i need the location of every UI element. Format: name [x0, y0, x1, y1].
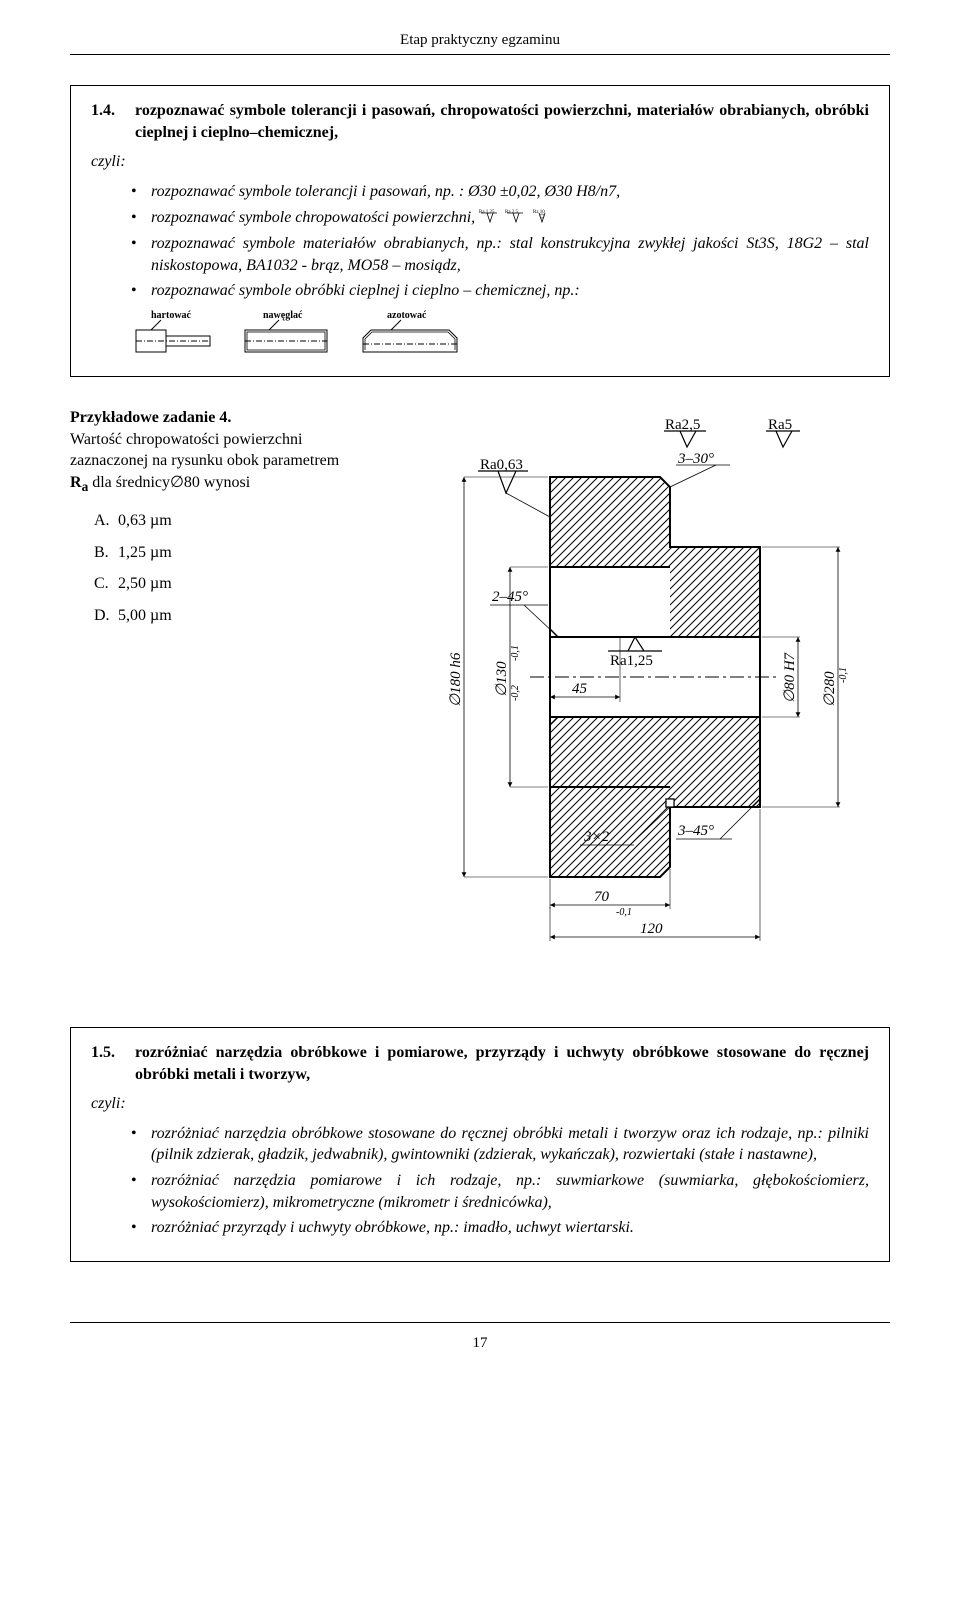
surface-ra125: Ra1,25 — [608, 637, 662, 669]
bullet-1-4-4: rozpoznawać symbole obróbki cieplnej i c… — [131, 280, 869, 302]
answer-b-text: 1,25 µm — [118, 544, 172, 561]
task-4-drawing: Ra2,5 Ra5 — [420, 407, 890, 967]
answer-c-text: 2,50 µm — [118, 575, 172, 592]
svg-text:3×2: 3×2 — [583, 829, 610, 845]
bullet-1-5-1: rozróżniać narzędzia obróbkowe stosowane… — [131, 1123, 869, 1166]
bullet-1-4-1-text: rozpoznawać symbole tolerancji i pasowań… — [151, 183, 620, 200]
surface-ra5: Ra5 — [766, 417, 800, 447]
svg-text:-0,1: -0,1 — [838, 667, 849, 683]
section-1-4-title: rozpoznawać symbole tolerancji i pasowań… — [135, 100, 869, 143]
svg-text:∅130: ∅130 — [494, 661, 510, 697]
bullet-1-5-3: rozróżniać przyrządy i uchwyty obróbkowe… — [131, 1217, 869, 1239]
svg-text:-0,1: -0,1 — [616, 907, 632, 918]
task-4-prompt-line2: zaznaczonej na rysunku obok parametrem — [70, 450, 400, 472]
svg-text:120: 120 — [640, 921, 663, 937]
task-4-answers: A.0,63 µm B.1,25 µm C.2,50 µm D.5,00 µm — [70, 510, 400, 626]
svg-text:hartować: hartować — [151, 310, 192, 321]
answer-a: A.0,63 µm — [94, 510, 400, 532]
figure-hartowac: hartować — [131, 308, 221, 358]
page-number: 17 — [70, 1333, 890, 1353]
bullet-1-5-2: rozróżniać narzędzia pomiarowe i ich rod… — [131, 1170, 869, 1213]
bullet-1-4-2: rozpoznawać symbole chropowatości powier… — [131, 207, 869, 230]
section-1-4: 1.4. rozpoznawać symbole tolerancji i pa… — [70, 85, 890, 377]
answer-d: D.5,00 µm — [94, 605, 400, 627]
header-rule — [70, 54, 890, 55]
bullet-1-4-3: rozpoznawać symbole materiałów obrabiany… — [131, 233, 869, 276]
svg-text:azotować: azotować — [387, 310, 427, 321]
dim-45: 45 — [550, 637, 620, 702]
answer-a-text: 0,63 µm — [118, 512, 172, 529]
svg-text:nawęglać: nawęglać — [263, 310, 303, 321]
svg-text:∅180 h6: ∅180 h6 — [448, 652, 464, 707]
answer-c: C.2,50 µm — [94, 573, 400, 595]
svg-text:45: 45 — [572, 681, 588, 697]
page-header: Etap praktyczny egzaminu — [70, 30, 890, 50]
svg-text:∅80 H7: ∅80 H7 — [782, 651, 798, 703]
section-1-5: 1.5. rozróżniać narzędzia obróbkowe i po… — [70, 1027, 890, 1262]
figure-azotowac: azotować — [357, 308, 467, 358]
answer-d-text: 5,00 µm — [118, 607, 172, 624]
svg-text:70: 70 — [594, 889, 610, 905]
svg-text:3–45°: 3–45° — [677, 823, 714, 839]
section-1-5-heading: 1.5. rozróżniać narzędzia obróbkowe i po… — [91, 1042, 869, 1085]
section-1-5-bullets: rozróżniać narzędzia obróbkowe stosowane… — [91, 1123, 869, 1239]
bullet-1-4-1: rozpoznawać symbole tolerancji i pasowań… — [131, 181, 869, 203]
svg-text:-0,1: -0,1 — [510, 645, 521, 661]
roughness-symbol-ra125: Ra 1,25 — [479, 207, 501, 223]
footer-rule — [70, 1322, 890, 1323]
surface-ra25: Ra2,5 — [664, 417, 706, 447]
heat-treatment-figures: hartować nawęglać azotować — [91, 308, 869, 358]
svg-text:∅280: ∅280 — [822, 671, 838, 707]
roughness-symbol-ra25: Ra 2,5 — [505, 207, 527, 223]
answer-b: B.1,25 µm — [94, 542, 400, 564]
task-4-prompt-line3: Ra dla średnicy∅80 wynosi — [70, 472, 400, 496]
section-1-5-number: 1.5. — [91, 1042, 131, 1064]
ra-symbol-r: R — [70, 474, 82, 491]
dim-chamfer-2-45: 2–45° — [490, 589, 554, 633]
roughness-symbols: Ra 1,25 Ra 2,5 Rz 10 — [479, 207, 553, 230]
czyli-1-5: czyli: — [91, 1093, 869, 1115]
section-1-4-number: 1.4. — [91, 100, 131, 122]
dim-chamfer-3-30: 3–30° — [670, 451, 730, 487]
czyli-1-4: czyli: — [91, 151, 869, 173]
section-1-4-bullets: rozpoznawać symbole tolerancji i pasowań… — [91, 181, 869, 302]
bullet-1-4-2-text: rozpoznawać symbole chropowatości powier… — [151, 209, 475, 226]
task-4: Przykładowe zadanie 4. Wartość chropowat… — [70, 407, 890, 967]
svg-text:Ra1,25: Ra1,25 — [610, 653, 653, 669]
figure-naweglac: nawęglać — [239, 308, 339, 358]
surface-ra063: Ra0,63 — [478, 457, 550, 517]
section-1-5-title: rozróżniać narzędzia obróbkowe i pomiaro… — [135, 1042, 869, 1085]
dim-chamfer-3-45: 3–45° — [676, 803, 756, 839]
section-1-4-heading: 1.4. rozpoznawać symbole tolerancji i pa… — [91, 100, 869, 143]
roughness-symbol-rz10: Rz 10 — [531, 207, 553, 223]
task-4-prompt-line1: Wartość chropowatości powierzchni — [70, 429, 400, 451]
svg-text:Ra 2,5: Ra 2,5 — [505, 210, 519, 215]
task-4-title: Przykładowe zadanie 4. — [70, 407, 400, 429]
task-4-prompt-rest: dla średnicy∅80 wynosi — [88, 474, 250, 491]
svg-text:-0,2: -0,2 — [510, 685, 521, 701]
